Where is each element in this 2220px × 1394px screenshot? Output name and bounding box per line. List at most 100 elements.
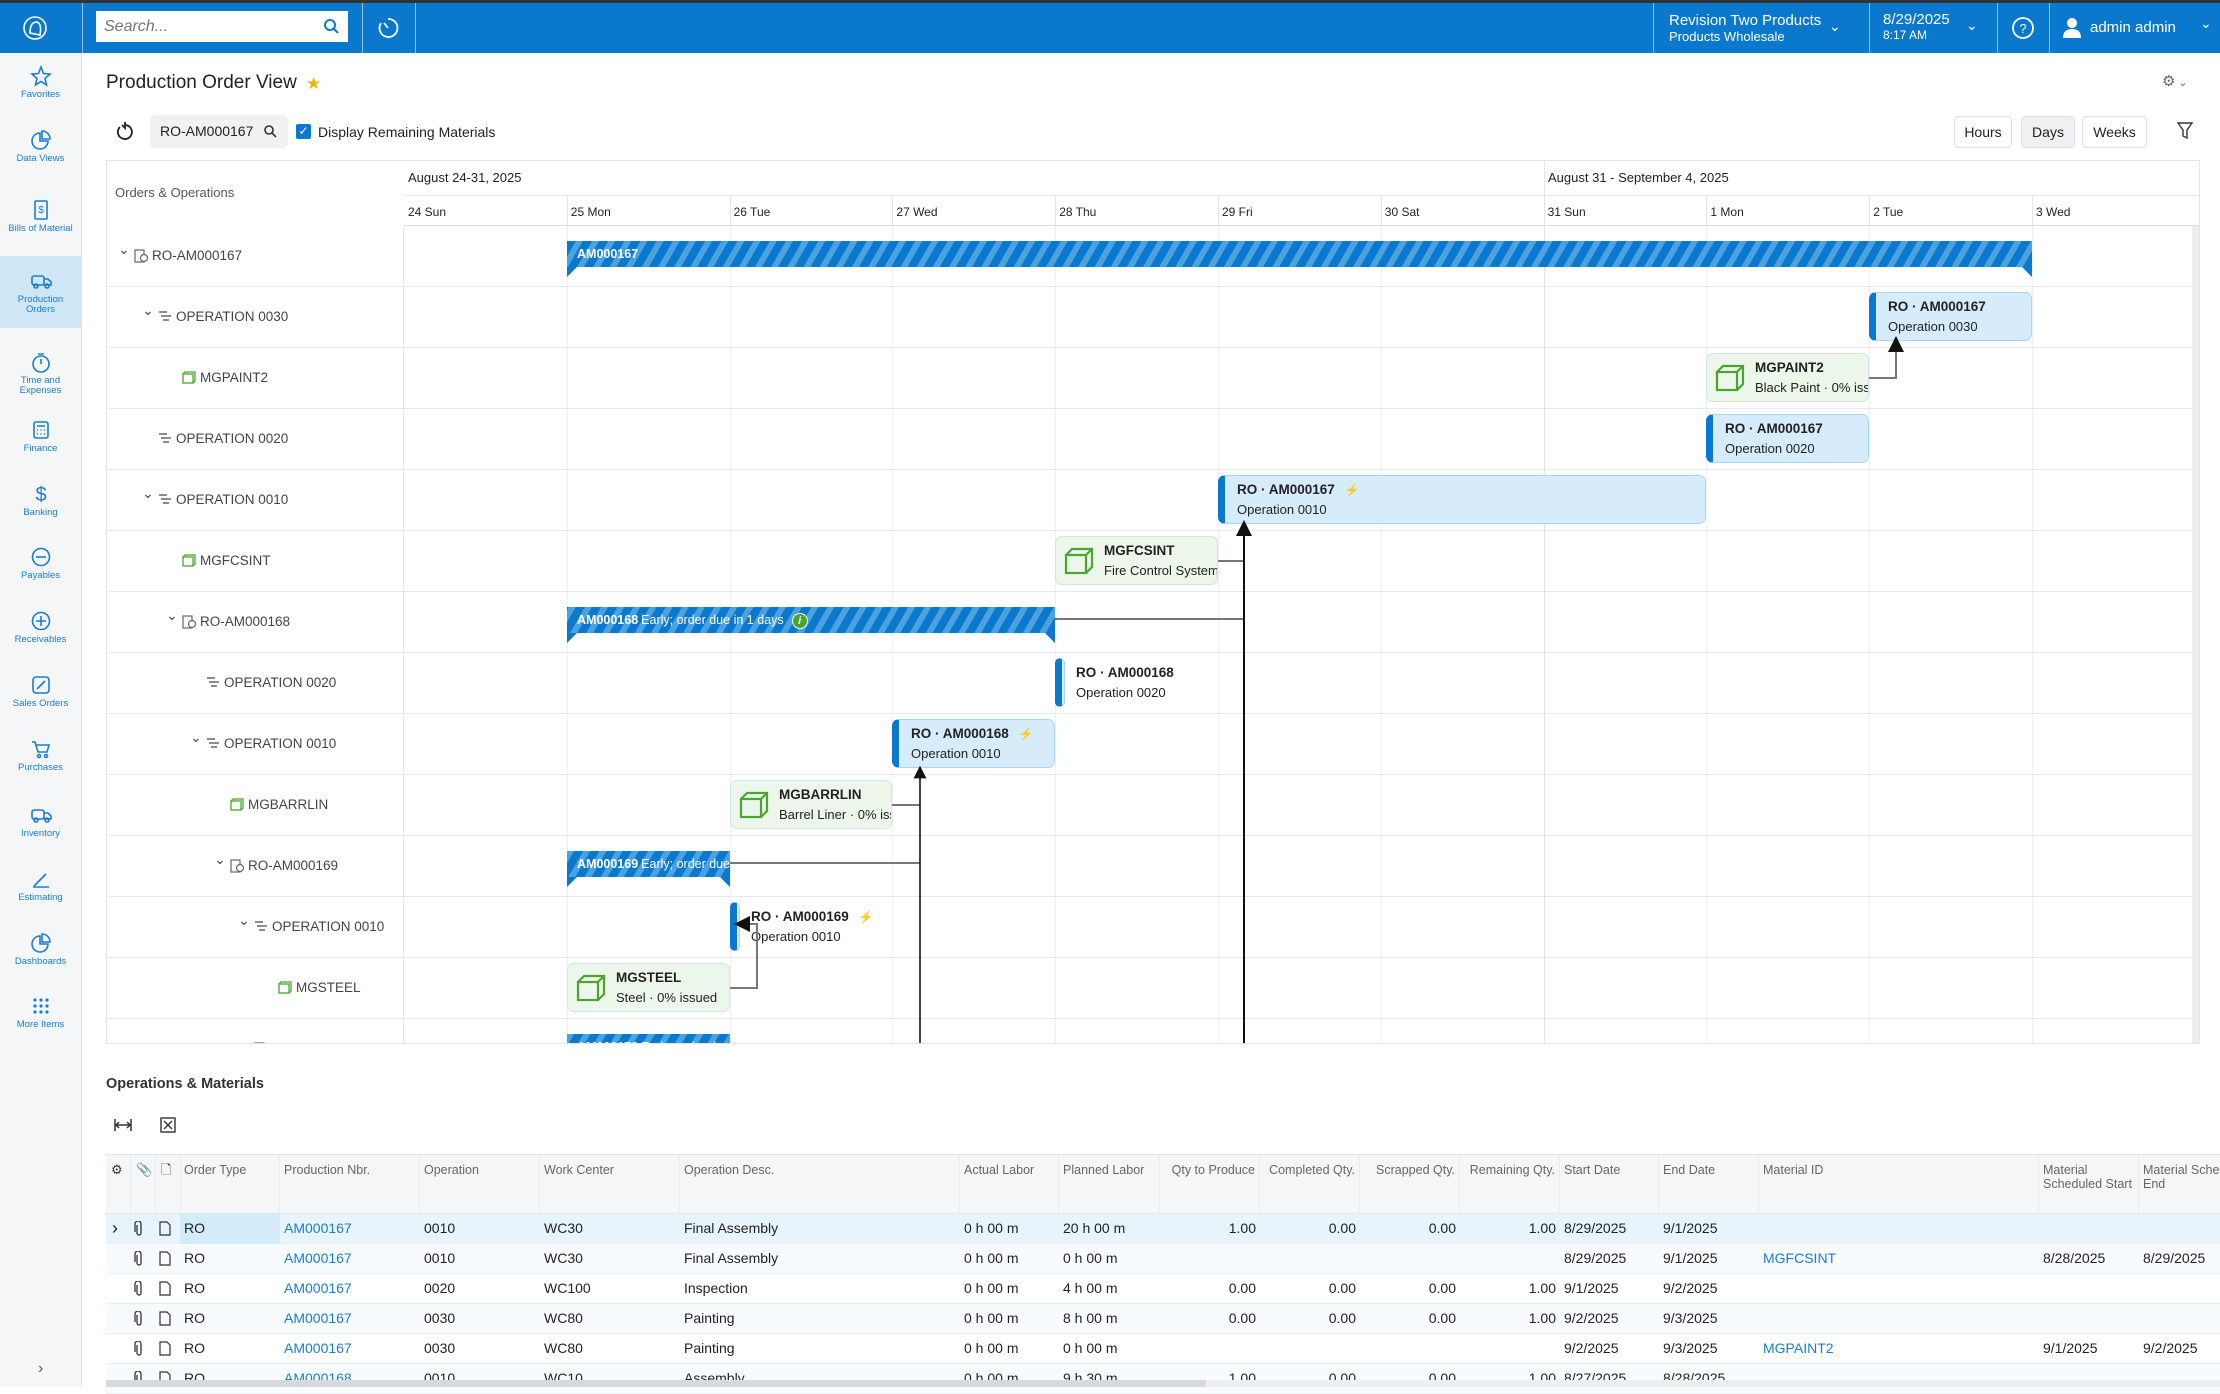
cell-material-id[interactable] <box>1759 1274 2039 1304</box>
search-input[interactable] <box>96 11 316 42</box>
column-header[interactable]: Work Center <box>540 1155 680 1214</box>
column-header[interactable]: Material Scheduled Start <box>2039 1155 2139 1214</box>
operation-bar[interactable]: RO · AM000167 Operation 0020 <box>1706 414 1869 463</box>
sidebar-item-payables[interactable]: Payables <box>0 532 81 604</box>
gantt-row-operation[interactable]: ⌄ OPERATION 0010 <box>107 897 404 958</box>
column-header[interactable]: Scrapped Qty. <box>1360 1155 1460 1214</box>
table-row[interactable]: › RO AM000167 0010 WC30 Final Assembly 0 h 00 … <box>106 1214 2220 1244</box>
sidebar-item-banking[interactable]: $ Banking <box>0 469 81 541</box>
export-excel-icon[interactable] <box>160 1117 176 1138</box>
table-row[interactable]: RO AM000167 0030 WC80 Painting 0 h 00 m 8 h 00… <box>106 1304 2220 1334</box>
scale-days-button[interactable]: Days <box>2021 116 2075 148</box>
settings-gear-icon[interactable]: ⚙ ⌄ <box>2162 73 2188 90</box>
search-box[interactable] <box>96 11 348 42</box>
gantt-row-order[interactable]: ⌄ RO-AM000168 <box>107 592 404 653</box>
sidebar-item-time-and-expenses[interactable]: Time and Expenses <box>0 337 81 409</box>
sidebar-item-dashboards[interactable]: Dashboards <box>0 918 81 990</box>
scale-hours-button[interactable]: Hours <box>1954 116 2012 148</box>
cell-production-nbr[interactable]: AM000167 <box>284 1280 352 1296</box>
column-header[interactable]: Completed Qty. <box>1260 1155 1360 1214</box>
order-selector[interactable]: RO-AM000167 <box>150 115 288 148</box>
filter-icon[interactable] <box>2176 122 2194 145</box>
logo-icon[interactable] <box>22 15 48 46</box>
operation-bar[interactable]: RO · AM000167 ⚡ Operation 0010 <box>1218 475 1706 524</box>
column-header[interactable]: Remaining Qty. <box>1460 1155 1560 1214</box>
note-icon[interactable] <box>155 1364 175 1394</box>
table-row[interactable]: RO AM000168 0010 WC10 Assembly 0 h 00 m 9 h 30… <box>106 1364 2220 1394</box>
collapse-chevron-icon[interactable]: ⌄ <box>238 912 250 928</box>
history-icon[interactable] <box>375 15 401 46</box>
sidebar-item-more-items[interactable]: More Items <box>0 981 81 1053</box>
cell-material-id[interactable] <box>1759 1214 2039 1244</box>
note-icon[interactable] <box>155 1334 175 1364</box>
attachment-icon[interactable] <box>130 1274 148 1304</box>
material-bar[interactable]: MGSTEEL Steel · 0% issued <box>567 963 730 1012</box>
column-header[interactable]: Actual Labor <box>960 1155 1059 1214</box>
note-icon[interactable] <box>155 1214 175 1244</box>
fit-columns-icon[interactable] <box>114 1117 132 1138</box>
gantt-scrollbar[interactable] <box>2192 226 2199 1043</box>
gantt-row-operation[interactable]: OPERATION 0020 <box>107 409 404 470</box>
user-menu[interactable]: admin admin ⌄ <box>2062 15 2220 43</box>
collapse-chevron-icon[interactable]: ⌄ <box>190 729 202 745</box>
column-header[interactable]: Planned Labor <box>1059 1155 1160 1214</box>
column-header[interactable]: Production Nbr. <box>280 1155 420 1214</box>
sidebar-item-inventory[interactable]: Inventory <box>0 790 81 862</box>
collapse-chevron-icon[interactable]: ⌄ <box>118 241 130 257</box>
gantt-row-material[interactable]: MGSTEEL <box>107 958 404 1019</box>
table-horizontal-scrollbar[interactable] <box>106 1380 2220 1387</box>
collapse-chevron-icon[interactable]: ⌄ <box>166 607 178 623</box>
gantt-row-order[interactable]: ⌄ RO-AM000167 <box>107 226 404 287</box>
gantt-row-material[interactable]: MGFCSINT <box>107 531 404 592</box>
material-bar[interactable]: MGFCSINT Fire Control System <box>1055 536 1218 585</box>
search-icon[interactable] <box>323 18 340 35</box>
search-icon[interactable] <box>264 125 277 138</box>
column-header[interactable]: Order Type <box>180 1155 280 1214</box>
expand-sidebar-chevron-icon[interactable]: › <box>38 1360 44 1377</box>
attachment-icon[interactable] <box>130 1364 148 1394</box>
column-header[interactable]: Operation Desc. <box>680 1155 960 1214</box>
sidebar-item-favorites[interactable]: Favorites <box>0 51 81 123</box>
attachment-icon[interactable] <box>130 1244 148 1274</box>
cell-production-nbr[interactable]: AM000167 <box>284 1310 352 1326</box>
sidebar-item-finance[interactable]: Finance <box>0 405 81 477</box>
gantt-row-order[interactable] <box>107 1019 404 1043</box>
help-icon[interactable]: ? <box>2011 16 2035 45</box>
cell-production-nbr[interactable]: AM000168 <box>284 1370 352 1386</box>
collapse-chevron-icon[interactable]: ⌄ <box>214 851 226 867</box>
cell-material-id[interactable] <box>1759 1304 2039 1334</box>
sidebar-item-data-views[interactable]: Data Views <box>0 115 81 187</box>
table-row[interactable]: RO AM000167 0030 WC80 Painting 0 h 00 m 0 h 00… <box>106 1334 2220 1364</box>
cell-material-id[interactable]: MGFCSINT <box>1763 1250 1837 1266</box>
gantt-row-operation[interactable]: ⌄ OPERATION 0010 <box>107 714 404 775</box>
sidebar-item-sales-orders[interactable]: Sales Orders <box>0 660 81 732</box>
gantt-row-operation[interactable]: ⌄ OPERATION 0010 <box>107 470 404 531</box>
collapse-chevron-icon[interactable]: ⌄ <box>142 485 154 501</box>
gantt-row-operation[interactable]: OPERATION 0020 <box>107 653 404 714</box>
favorite-star-icon[interactable]: ★ <box>306 74 322 93</box>
column-header[interactable]: Start Date <box>1560 1155 1659 1214</box>
attachment-icon[interactable] <box>130 1214 148 1244</box>
gantt-row-material[interactable]: MGPAINT2 <box>107 348 404 409</box>
column-header[interactable]: Material ID <box>1759 1155 2039 1214</box>
sidebar-item-purchases[interactable]: Purchases <box>0 724 81 796</box>
cell-production-nbr[interactable]: AM000167 <box>284 1220 352 1236</box>
order-summary-bar[interactable]: AM000169 Early; order due <box>567 851 730 887</box>
cell-production-nbr[interactable]: AM000167 <box>284 1250 352 1266</box>
operation-bar[interactable]: RO · AM000167 Operation 0030 <box>1869 292 2032 341</box>
note-icon[interactable] <box>155 1274 175 1304</box>
order-summary-bar[interactable]: AM000167 <box>567 241 2032 277</box>
table-row[interactable]: RO AM000167 0010 WC30 Final Assembly 0 h 00 m… <box>106 1244 2220 1274</box>
order-summary-bar[interactable]: AM000170Early; order due <box>567 1034 730 1043</box>
company-selector[interactable]: Revision Two Products Products Wholesale… <box>1669 12 1855 46</box>
column-header[interactable]: Qty to Produce <box>1160 1155 1260 1214</box>
gantt-row-material[interactable]: MGBARRLIN <box>107 775 404 836</box>
attachment-icon[interactable]: 📎 <box>131 1155 156 1214</box>
column-header[interactable]: End Date <box>1659 1155 1759 1214</box>
sidebar-item-production-orders[interactable]: Production Orders <box>0 256 81 328</box>
material-bar[interactable]: MGBARRLIN Barrel Liner · 0% issued <box>730 780 892 829</box>
table-row[interactable]: RO AM000167 0020 WC100 Inspection 0 h 00 m 4 h… <box>106 1274 2220 1304</box>
gantt-row-operation[interactable]: ⌄ OPERATION 0030 <box>107 287 404 348</box>
operation-bar[interactable]: RO · AM000169 ⚡ Operation 0010 <box>730 902 874 951</box>
operation-bar[interactable]: RO · AM000168 ⚡ Operation 0010 <box>892 719 1055 768</box>
